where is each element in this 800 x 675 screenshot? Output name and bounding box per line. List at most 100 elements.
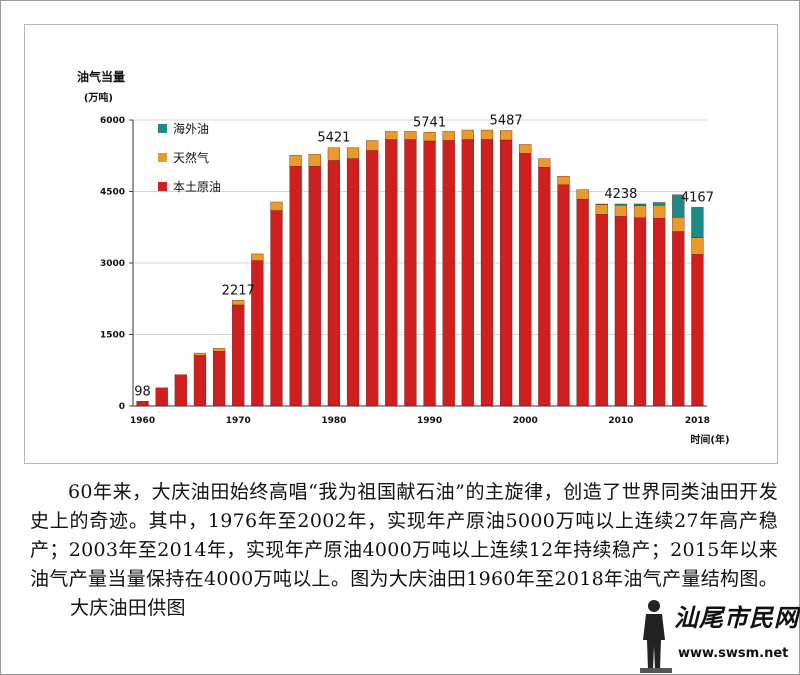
bar-segment bbox=[442, 140, 455, 407]
bar-segment bbox=[212, 348, 226, 352]
bar-segment bbox=[499, 130, 513, 141]
bar-segment bbox=[557, 184, 570, 407]
data-label: 2217 bbox=[222, 283, 255, 298]
y-tick-label: 3000 bbox=[100, 259, 125, 269]
bar-segment bbox=[557, 176, 570, 186]
data-labels: 98 2217 5421 5741 5487 4238 4167 bbox=[134, 113, 714, 399]
bar-segment bbox=[595, 214, 608, 407]
axes bbox=[132, 120, 707, 407]
bar-segment bbox=[346, 147, 360, 159]
bar-segment bbox=[404, 131, 417, 140]
bar-segment bbox=[251, 253, 264, 261]
x-tick-label: 1970 bbox=[226, 416, 251, 426]
bar-segment bbox=[519, 153, 532, 407]
bar-segment bbox=[576, 189, 589, 200]
bar-segment bbox=[404, 139, 417, 407]
x-tick-label: 2018 bbox=[685, 416, 710, 426]
legend-swatch bbox=[158, 182, 167, 191]
bar-segment bbox=[653, 205, 666, 219]
x-tick-label: 1960 bbox=[130, 416, 155, 426]
watermark: 汕尾市民网 www.swsm.net bbox=[636, 596, 800, 675]
x-tick-label: 2010 bbox=[608, 416, 633, 426]
gridlines bbox=[129, 119, 707, 407]
bar-segment bbox=[691, 207, 704, 238]
bar-segment bbox=[480, 129, 494, 140]
legend-swatch bbox=[158, 124, 167, 133]
data-label: 98 bbox=[134, 384, 151, 399]
bar-segment bbox=[653, 202, 666, 206]
chart-panel: 油气当量 (万吨) 时间(年) 0 1500 3000 4500 6000 1960 19… bbox=[24, 24, 778, 464]
data-label: 5741 bbox=[413, 115, 446, 130]
bar-segment bbox=[423, 132, 436, 142]
bar-segment bbox=[633, 203, 647, 206]
caption-text: 60年来，大庆油田始终高唱“我为祖国献石油”的主旋律，创造了世界同类油田开发史上… bbox=[30, 481, 778, 590]
y-axis-title: 油气当量 bbox=[77, 69, 125, 84]
bar-segment bbox=[270, 201, 283, 211]
x-axis-title: 时间(年) bbox=[690, 433, 729, 446]
caption: 60年来，大庆油田始终高唱“我为祖国献石油”的主旋律，创造了世界同类油田开发史上… bbox=[30, 478, 778, 623]
bar-segment bbox=[174, 375, 187, 407]
person-silhouette-icon bbox=[640, 600, 672, 673]
bar-segment bbox=[538, 167, 551, 407]
bar-segment bbox=[691, 237, 704, 255]
x-tick-label: 1990 bbox=[417, 416, 442, 426]
bar-segment bbox=[461, 129, 474, 140]
bar-segment bbox=[308, 154, 321, 167]
bar-segment bbox=[691, 254, 704, 407]
bar-segment bbox=[672, 231, 685, 407]
bar-segment bbox=[289, 166, 302, 407]
x-tick-label: 2000 bbox=[513, 416, 538, 426]
bar-segment bbox=[538, 158, 551, 168]
bars bbox=[136, 129, 704, 407]
caption-credit: 大庆油田供图 bbox=[70, 597, 186, 619]
bar-segment bbox=[614, 205, 628, 217]
bar-segment bbox=[633, 217, 647, 407]
bar-segment bbox=[327, 147, 341, 161]
bar-segment bbox=[614, 203, 628, 206]
data-label: 5487 bbox=[490, 113, 523, 128]
y-axis-unit: (万吨) bbox=[84, 91, 113, 104]
x-tick-label: 1980 bbox=[321, 416, 346, 426]
bar-segment bbox=[633, 205, 647, 218]
legend-label: 天然气 bbox=[173, 150, 209, 165]
legend-label: 本土原油 bbox=[173, 180, 221, 194]
y-tick-label: 6000 bbox=[100, 116, 125, 126]
bar-segment bbox=[136, 401, 149, 407]
y-tick-label: 4500 bbox=[100, 188, 125, 198]
watermark-url: www.swsm.net bbox=[678, 646, 789, 661]
bar-segment bbox=[366, 150, 379, 407]
bar-segment bbox=[672, 194, 685, 218]
bar-segment bbox=[519, 144, 532, 154]
bar-segment bbox=[595, 204, 608, 215]
data-label: 4238 bbox=[604, 187, 637, 202]
bar-segment bbox=[672, 217, 685, 232]
data-label: 4167 bbox=[681, 190, 714, 205]
bar-segment bbox=[442, 131, 455, 141]
bar-segment bbox=[193, 352, 207, 356]
y-tick-labels: 0 1500 3000 4500 6000 bbox=[100, 116, 125, 412]
bar-segment bbox=[346, 158, 360, 407]
legend-swatch bbox=[158, 153, 167, 162]
watermark-title: 汕尾市民网 bbox=[674, 603, 799, 632]
bar-segment bbox=[423, 140, 436, 407]
bar-segment bbox=[232, 300, 245, 306]
data-label: 5421 bbox=[317, 131, 350, 146]
bar-segment bbox=[366, 140, 379, 151]
bar-segment bbox=[595, 203, 608, 205]
bar-segment bbox=[653, 218, 666, 407]
bar-segment bbox=[480, 139, 494, 407]
bar-segment bbox=[155, 387, 168, 407]
bar-segment bbox=[193, 355, 207, 407]
bar-segment bbox=[289, 155, 302, 167]
bar-segment bbox=[461, 139, 474, 407]
bar-segment bbox=[385, 131, 398, 140]
legend-label: 海外油 bbox=[173, 121, 209, 136]
bar-segment bbox=[174, 374, 187, 376]
bar-segment bbox=[614, 216, 628, 407]
bar-segment bbox=[576, 198, 589, 407]
bar-segment bbox=[499, 139, 513, 407]
x-tick-labels: 1960 1970 1980 1990 2000 2010 2018 bbox=[130, 416, 710, 426]
y-tick-label: 0 bbox=[119, 402, 125, 412]
